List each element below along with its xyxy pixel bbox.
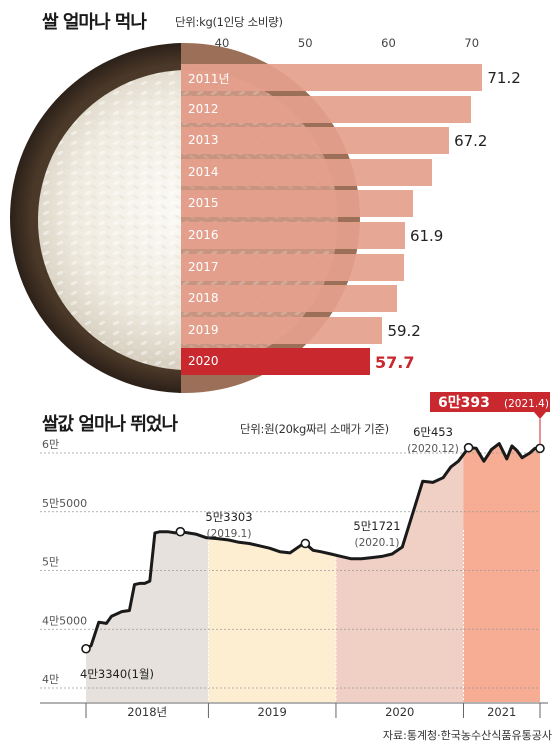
bar-x-tick: 40: [214, 36, 230, 50]
y-tick-label: 4만5000: [42, 614, 87, 627]
bar-value-label: 71.2: [487, 69, 521, 87]
key-point-marker: [463, 442, 474, 453]
period-fill: [208, 443, 336, 702]
line-chart-title: 쌀값 얼마나 뛰었나: [42, 414, 178, 435]
bar: [181, 222, 405, 249]
callout-sub: (2021.4): [504, 398, 549, 410]
bar: [181, 348, 370, 376]
callout-box: [430, 392, 550, 412]
bar-category-label: 2014: [188, 164, 219, 179]
bar-x-tick: 60: [381, 36, 396, 50]
bar-category-label: 2019: [188, 322, 219, 337]
bar: [181, 316, 383, 344]
bar: [181, 285, 398, 313]
bar: [181, 95, 471, 123]
source-note: 자료:통계청·한국농수산식품유통공사: [382, 729, 552, 742]
annotation-label: 5만3303: [205, 510, 252, 524]
period-fill: [335, 443, 464, 702]
bar-category-label: 2016: [188, 228, 219, 242]
bar-category-label: 2011년: [188, 72, 230, 86]
bar-category-label: 2018: [188, 291, 219, 306]
bar-value-label: 67.2: [454, 132, 488, 151]
bar: [181, 127, 450, 155]
bar-category-label: 2013: [188, 133, 219, 148]
y-tick-label: 6만: [42, 438, 59, 451]
bar-value-label: 57.7: [374, 353, 415, 373]
callout-pointer: [534, 412, 546, 419]
bar-value-label: 61.9: [409, 227, 444, 245]
bar-chart-unit: 단위:kg(1인당 소비량): [175, 15, 283, 29]
annotation-label: 6만453: [413, 425, 453, 439]
bar-area: 40 50 60 70 2011년 71.2 2012 2013 67.2 2014 2015 201…: [181, 36, 521, 376]
y-tick-label: 5만5000: [42, 497, 87, 510]
x-period-label: 2019: [258, 705, 287, 719]
annotation-sub: (2020.1): [355, 537, 400, 549]
annotation-label: 5만1721: [353, 519, 400, 533]
annotation-label: 4만3340(1월): [80, 667, 154, 681]
x-period-label: 2020: [385, 705, 414, 719]
y-tick-label: 5만: [42, 556, 59, 569]
annotation-sub: (2019.1): [207, 528, 252, 540]
y-tick-label: 4만: [42, 673, 59, 686]
callout-value: 6만393: [438, 395, 490, 411]
key-point-marker: [300, 538, 311, 549]
line-chart-unit: 단위:원(20kg짜리 소매가 기준): [240, 422, 389, 436]
bar-category-label: 2020: [188, 354, 219, 369]
bar-category-label: 2017: [188, 259, 219, 274]
x-period-label: 2021: [487, 705, 516, 719]
bar: [181, 253, 405, 281]
x-period-label: 2018년: [127, 705, 167, 719]
bar-x-tick: 50: [297, 36, 313, 50]
period-fill: [463, 443, 540, 702]
annotation-sub: (2020.12): [407, 443, 459, 455]
bar-value-label: 59.2: [387, 321, 421, 340]
bar-category-label: 2015: [188, 196, 219, 211]
bar-chart-title: 쌀 얼마나 먹나: [42, 12, 147, 33]
key-point-marker: [175, 526, 186, 537]
bar: [181, 190, 414, 218]
bar: [181, 64, 483, 91]
key-point-marker: [535, 443, 545, 454]
bar-category-label: 2012: [188, 101, 219, 116]
key-point-marker: [81, 643, 91, 654]
bar: [181, 158, 432, 186]
bar-x-tick: 70: [464, 36, 480, 50]
